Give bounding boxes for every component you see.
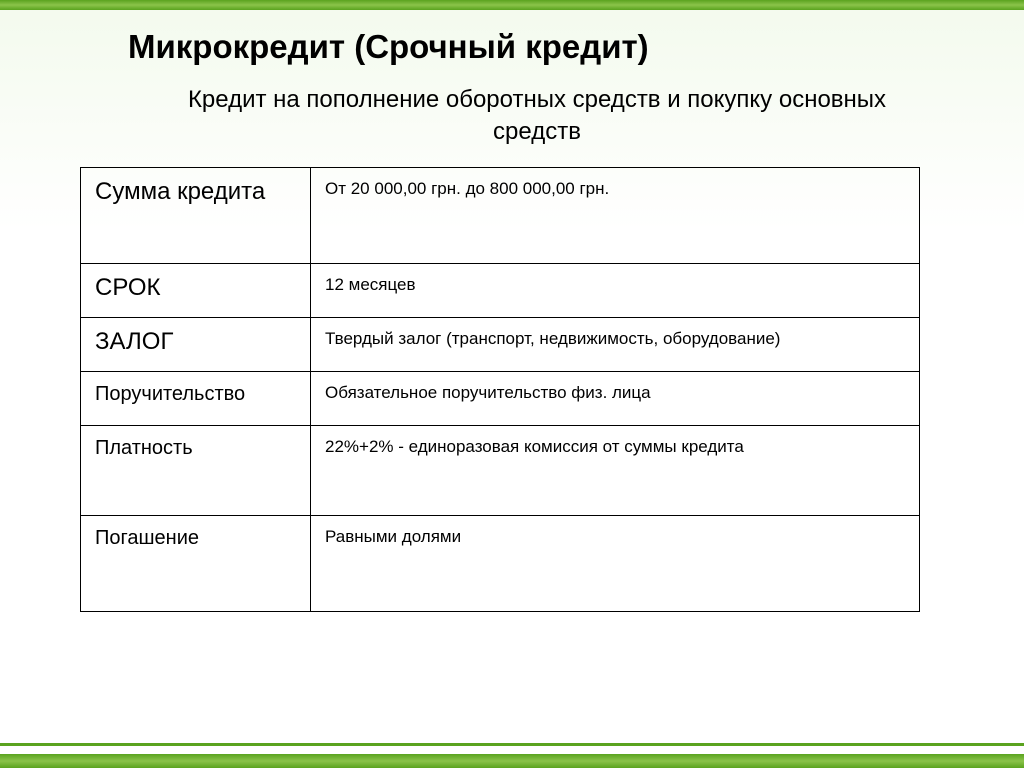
- row-label: СРОК: [81, 263, 311, 317]
- content-area: Микрокредит (Срочный кредит) Кредит на п…: [0, 28, 1024, 612]
- row-label: Платность: [81, 425, 311, 515]
- page-title: Микрокредит (Срочный кредит): [128, 28, 964, 66]
- row-value: 12 месяцев: [311, 263, 920, 317]
- table-row: Погашение Равными долями: [81, 515, 920, 611]
- table-row: ЗАЛОГ Твердый залог (транспорт, недвижим…: [81, 317, 920, 371]
- row-value: 22%+2% - единоразовая комиссия от суммы …: [311, 425, 920, 515]
- row-value: От 20 000,00 грн. до 800 000,00 грн.: [311, 167, 920, 263]
- row-label: Сумма кредита: [81, 167, 311, 263]
- top-accent-band: [0, 0, 1024, 10]
- row-label: Погашение: [81, 515, 311, 611]
- table-row: СРОК 12 месяцев: [81, 263, 920, 317]
- table-row: Сумма кредита От 20 000,00 грн. до 800 0…: [81, 167, 920, 263]
- row-label: ЗАЛОГ: [81, 317, 311, 371]
- bottom-accent-line: [0, 743, 1024, 746]
- loan-terms-table: Сумма кредита От 20 000,00 грн. до 800 0…: [80, 167, 920, 612]
- row-value: Равными долями: [311, 515, 920, 611]
- row-value: Обязательное поручительство физ. лица: [311, 371, 920, 425]
- bottom-accent-band: [0, 754, 1024, 768]
- table-row: Поручительство Обязательное поручительст…: [81, 371, 920, 425]
- table-row: Платность 22%+2% - единоразовая комиссия…: [81, 425, 920, 515]
- slide: Микрокредит (Срочный кредит) Кредит на п…: [0, 0, 1024, 768]
- row-label: Поручительство: [81, 371, 311, 425]
- page-subtitle: Кредит на пополнение оборотных средств и…: [177, 84, 897, 149]
- row-value: Твердый залог (транспорт, недвижимость, …: [311, 317, 920, 371]
